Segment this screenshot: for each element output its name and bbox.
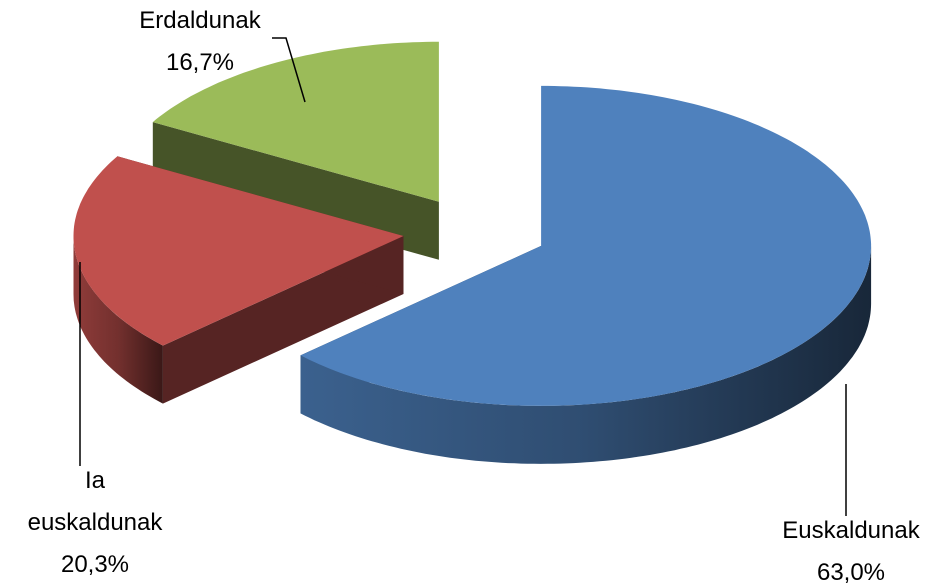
category-label: Erdaldunak bbox=[139, 7, 261, 34]
slice-label: Ia euskaldunak 20,3% bbox=[0, 460, 190, 584]
slice-top bbox=[73, 156, 404, 346]
value-label: 63,0% bbox=[816, 559, 886, 584]
slice-top bbox=[300, 85, 872, 406]
category-label: Ia euskaldunak bbox=[27, 467, 163, 536]
slice-label: Erdaldunak 16,7% bbox=[110, 0, 290, 84]
slice-wall bbox=[152, 122, 439, 260]
slice-rim bbox=[300, 245, 872, 464]
value-label: 16,7% bbox=[165, 49, 235, 76]
value-label: 20,3% bbox=[60, 551, 130, 578]
slice-rim bbox=[73, 236, 163, 404]
slice-label: Euskaldunak 63,0% bbox=[760, 510, 942, 584]
slice-top bbox=[152, 41, 439, 202]
slice-wall bbox=[162, 236, 404, 404]
category-label: Euskaldunak bbox=[782, 517, 920, 544]
leader-line bbox=[272, 37, 306, 103]
